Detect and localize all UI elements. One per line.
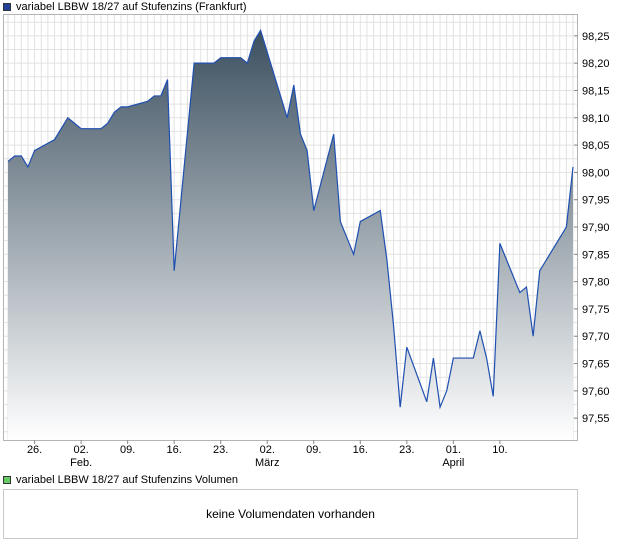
x-tick-label: 09. (306, 444, 321, 456)
x-tick-label: 10. (492, 444, 507, 456)
y-tick-label: 98,00 (582, 167, 610, 179)
price-line (7, 28, 574, 410)
y-tick-label: 98,15 (582, 85, 610, 97)
x-tick-label: 02. (260, 444, 275, 456)
x-month-label: Feb. (70, 457, 92, 469)
y-tick-label: 97,55 (582, 413, 610, 425)
price-legend: variabel LBBW 18/27 auf Stufenzins (Fran… (3, 0, 247, 14)
price-legend-label: variabel LBBW 18/27 auf Stufenzins (Fran… (16, 1, 247, 13)
x-tick-label: 01. (446, 444, 461, 456)
y-tick-label: 97,90 (582, 222, 610, 234)
y-tick-label: 97,65 (582, 359, 610, 371)
y-tick-label: 98,20 (582, 58, 610, 70)
y-tick-label: 98,10 (582, 113, 610, 125)
y-tick-label: 97,75 (582, 304, 610, 316)
y-tick-label: 97,95 (582, 195, 610, 207)
x-tick-label: 09. (120, 444, 135, 456)
x-tick-label: 26. (27, 444, 42, 456)
y-axis-labels: 98,25 98,20 98,15 98,10 98,05 98,00 97,95 97,90… (574, 31, 610, 425)
x-tick-label: 16. (167, 444, 182, 456)
y-tick-label: 97,85 (582, 249, 610, 261)
x-month-label: März (255, 457, 279, 469)
y-tick-label: 97,70 (582, 331, 610, 343)
x-tick-label: 16. (353, 444, 368, 456)
y-tick-label: 97,80 (582, 277, 610, 289)
y-tick-label: 98,05 (582, 140, 610, 152)
y-tick-label: 98,25 (582, 31, 610, 43)
volume-legend-label: variabel LBBW 18/27 auf Stufenzins Volum… (16, 474, 238, 486)
price-legend-swatch (3, 3, 11, 11)
x-month-label: April (442, 457, 464, 469)
price-area (8, 30, 573, 440)
volume-legend: variabel LBBW 18/27 auf Stufenzins Volum… (3, 473, 238, 487)
volume-panel: keine Volumendaten vorhanden (3, 489, 578, 539)
volume-empty-message: keine Volumendaten vorhanden (206, 507, 375, 521)
volume-legend-swatch (3, 476, 11, 484)
y-tick-label: 97,60 (582, 386, 610, 398)
x-tick-label: 23. (213, 444, 228, 456)
x-tick-label: 02. (73, 444, 88, 456)
x-tick-label: 23. (399, 444, 414, 456)
